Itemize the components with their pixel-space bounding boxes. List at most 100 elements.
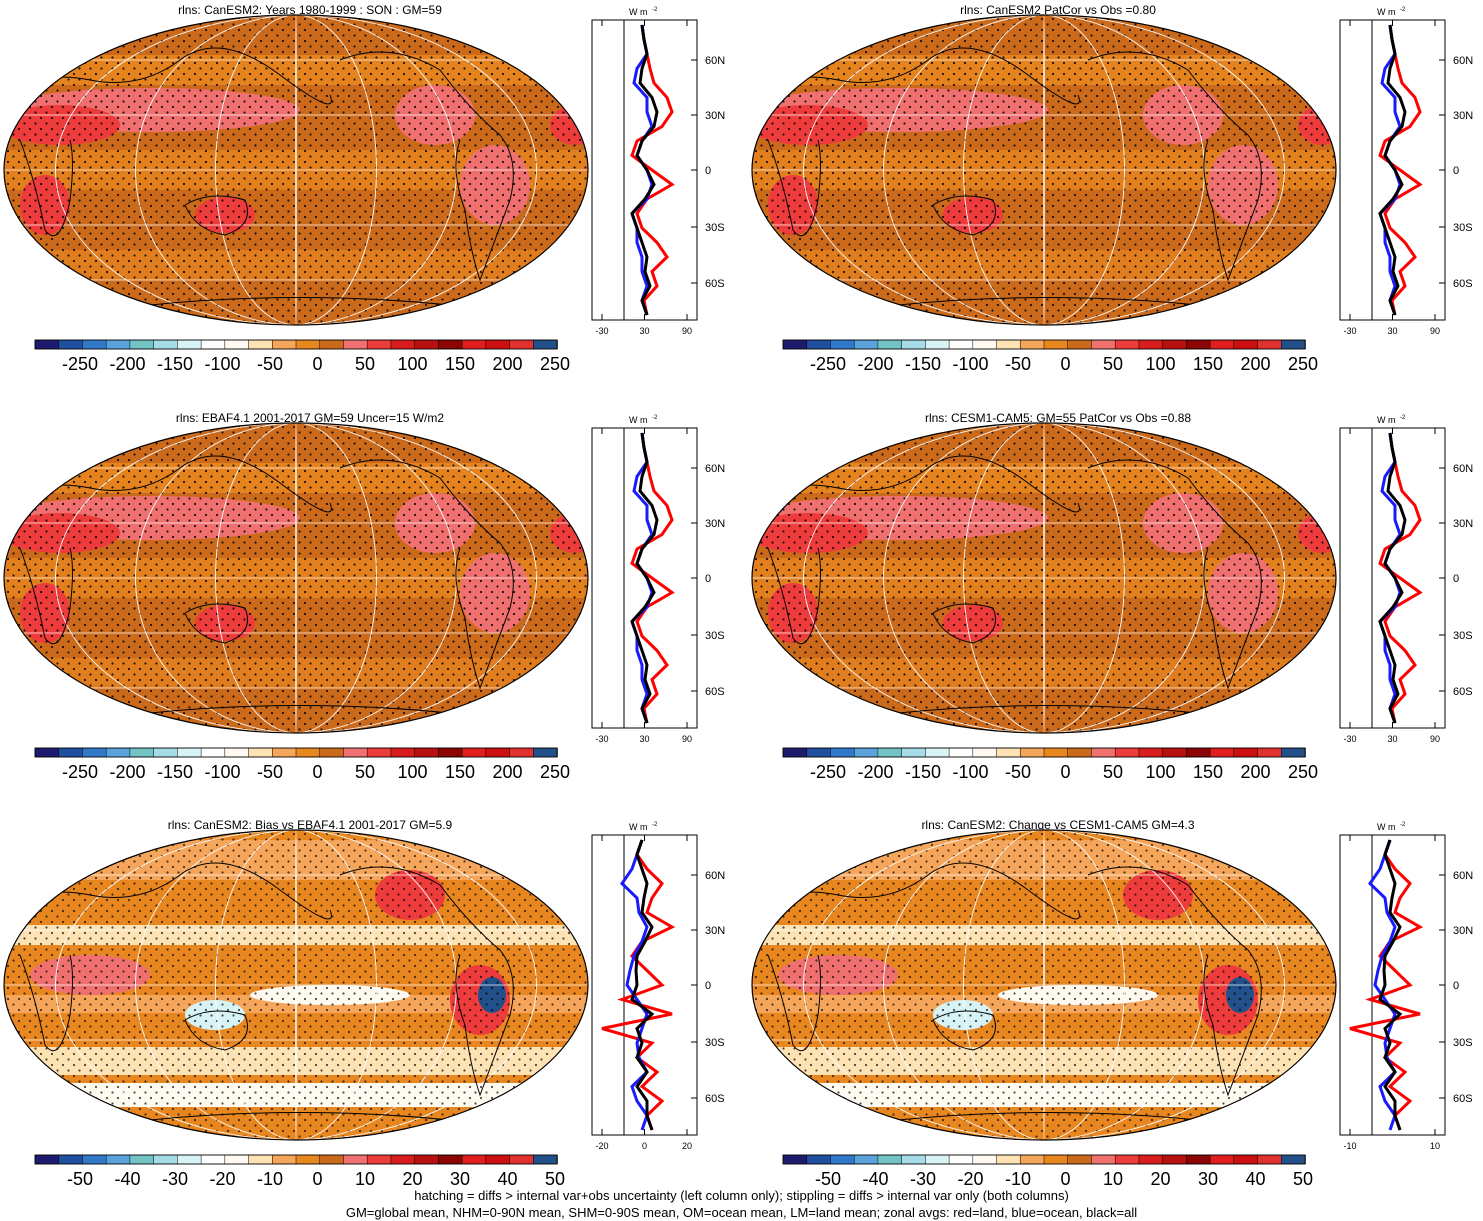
latitude-label: 60N: [705, 870, 725, 882]
panel-title: rlns: CanESM2: Years 1980-1999 : SON : G…: [178, 3, 442, 17]
colorbar-tick-label: -50: [67, 1169, 93, 1189]
colorbar-tick-label: -10: [1005, 1169, 1031, 1189]
latitude-label: 0: [705, 980, 711, 992]
colorbar-tick-label: -200: [857, 762, 893, 782]
panel-2: rlns: CanESM2 PatCor vs Obs =0.80 -250 -20…: [748, 0, 1483, 400]
colorbar-tick-label: 150: [445, 354, 475, 374]
colorbar: -50 -40 -30 -20 -10 0 10 20 30 40 50: [34, 1154, 565, 1189]
zonal-unit-exponent: -2: [1400, 822, 1406, 828]
zonal-line-all: [630, 24, 659, 316]
colorbar-tick-label: 50: [1293, 1169, 1313, 1189]
colorbar-tick-label: 50: [355, 762, 375, 782]
colorbar-tick-label: 200: [1240, 354, 1270, 374]
zonal-x-tick-label: -30: [1343, 326, 1356, 336]
colorbar-tick-label: -150: [905, 762, 941, 782]
colorbar-tick-label: 50: [355, 354, 375, 374]
zonal-x-tick-label: 30: [1387, 326, 1397, 336]
map-border: [3, 829, 589, 1141]
map-border: [751, 422, 1337, 734]
latitude-label: 30S: [705, 1037, 725, 1049]
zonal-x-tick-label: -30: [1343, 734, 1356, 744]
footnote-line-2: GM=global mean, NHM=0-90N mean, SHM=0-90…: [345, 1205, 1138, 1220]
footnote-line-1: hatching = diffs > internal var+obs unce…: [414, 1188, 1069, 1203]
graticule: [752, 15, 1336, 325]
colorbar: -50 -40 -30 -20 -10 0 10 20 30 40 50: [782, 1154, 1313, 1189]
zonal-x-tick-label: 90: [1430, 326, 1440, 336]
colorbar-tick-label: -250: [62, 354, 98, 374]
latitude-label: 60S: [1453, 278, 1473, 290]
colorbar: -250 -200 -150 -100 -50 0 50 100 150 200 250: [34, 747, 570, 782]
colorbar-tick-label: 20: [1150, 1169, 1170, 1189]
world-map: [4, 423, 588, 733]
panel-3: rlns: EBAF4.1 2001-2017 GM=59 Uncer=15 W…: [0, 408, 735, 808]
panel-1: rlns: CanESM2: Years 1980-1999 : SON : G…: [0, 0, 735, 400]
colorbar-tick-label: -200: [109, 354, 145, 374]
latitude-label: 30N: [1453, 110, 1473, 122]
panel-figure: -250 -200 -150 -100 -50 0 50 100 150 200 250 W m -2 6…: [3, 415, 725, 782]
latitude-label: 60N: [1453, 463, 1473, 475]
latitude-label: 30S: [1453, 222, 1473, 234]
latitude-label: 30S: [1453, 630, 1473, 642]
zonal-mean-plot: W m -2 60N 30N 0 30S 60S -30 30 90: [591, 415, 725, 744]
colorbar-tick-label: -30: [162, 1169, 188, 1189]
latitude-label: 0: [705, 165, 711, 177]
latitude-label: 30N: [705, 518, 725, 530]
colorbar-tick-label: 0: [1060, 762, 1070, 782]
panel-title: rlns: CESM1-CAM5: GM=55 PatCor vs Obs =0…: [924, 411, 1192, 425]
latitude-label: 0: [705, 573, 711, 585]
zonal-line-land: [1349, 839, 1424, 1131]
colorbar-tick-label: 150: [445, 762, 475, 782]
zonal-mean-plot: W m -2 60N 30N 0 30S 60S -30 30 90: [1339, 7, 1473, 336]
colorbar-tick-label: -250: [62, 762, 98, 782]
zonal-mean-plot: W m -2 60N 30N 0 30S 60S -30 30 90: [1339, 415, 1473, 744]
colorbar-tick-label: 100: [397, 762, 427, 782]
map-border: [751, 829, 1337, 1141]
zonal-x-tick-label: 0: [642, 1141, 647, 1151]
zonal-line-ocean: [1368, 839, 1397, 1131]
colorbar-tick-label: 40: [497, 1169, 517, 1189]
panel-title: rlns: CanESM2: Change vs CESM1-CAM5 GM=4…: [921, 818, 1195, 832]
zonal-unit-exponent: -2: [652, 415, 658, 421]
colorbar-tick-label: -40: [862, 1169, 888, 1189]
zonal-x-tick-label: 20: [682, 1141, 692, 1151]
colorbar-tick-label: -50: [257, 354, 283, 374]
colorbar-tick-label: 0: [1060, 354, 1070, 374]
zonal-x-tick-label: 10: [1430, 1141, 1440, 1151]
colorbar-tick-label: 30: [1198, 1169, 1218, 1189]
colorbar-tick-label: -150: [157, 762, 193, 782]
latitude-label: 0: [1453, 980, 1459, 992]
zonal-x-tick-label: -30: [595, 326, 608, 336]
zonal-x-tick-label: -30: [595, 734, 608, 744]
zonal-line-land: [1378, 24, 1423, 316]
colorbar-tick-label: -100: [952, 762, 988, 782]
zonal-unit-label: W m: [629, 822, 648, 832]
colorbar-tick-label: 100: [397, 354, 427, 374]
zonal-unit-exponent: -2: [1400, 7, 1406, 13]
colorbar-tick-label: -200: [857, 354, 893, 374]
colorbar-tick-label: -30: [910, 1169, 936, 1189]
latitude-label: 60N: [1453, 55, 1473, 67]
world-map: [752, 830, 1336, 1140]
coastlines: [9, 455, 514, 714]
colorbar-tick-label: -100: [204, 762, 240, 782]
latitude-label: 30S: [1453, 1037, 1473, 1049]
colorbar-tick-label: 10: [1103, 1169, 1123, 1189]
colorbar-tick-label: -150: [157, 354, 193, 374]
latitude-label: 0: [1453, 573, 1459, 585]
coastlines: [757, 862, 1262, 1121]
colorbar-tick-label: 150: [1193, 354, 1223, 374]
world-map: [4, 15, 588, 325]
zonal-x-tick-label: -10: [1343, 1141, 1356, 1151]
zonal-mean-plot: W m -2 60N 30N 0 30S 60S -20 0 20: [591, 822, 725, 1151]
panel-6: rlns: CanESM2: Change vs CESM1-CAM5 GM=4…: [748, 815, 1483, 1215]
zonal-x-tick-label: 30: [1387, 734, 1397, 744]
latitude-label: 60N: [705, 463, 725, 475]
colorbar: -250 -200 -150 -100 -50 0 50 100 150 200 250: [782, 339, 1318, 374]
colorbar-tick-label: 30: [450, 1169, 470, 1189]
panel-title: rlns: CanESM2: Bias vs EBAF4.1 2001-2017…: [167, 818, 453, 832]
latitude-label: 60N: [705, 55, 725, 67]
zonal-unit-exponent: -2: [652, 822, 658, 828]
coastlines: [9, 47, 514, 306]
zonal-unit-exponent: -2: [652, 7, 658, 13]
zonal-unit-label: W m: [1377, 415, 1396, 425]
